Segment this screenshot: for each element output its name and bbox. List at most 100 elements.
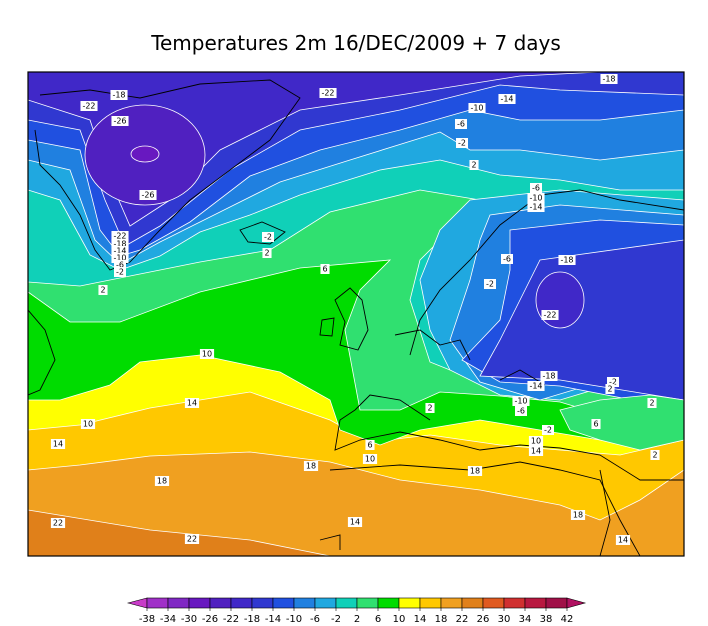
contour-label-text: -2 xyxy=(544,426,552,435)
contour-label: 2 xyxy=(469,160,479,170)
contour-label-text: -18 xyxy=(112,91,125,100)
contour-label: 18 xyxy=(467,466,483,476)
contour-label-text: 2 xyxy=(649,399,654,408)
colorbar-tick-label: -10 xyxy=(286,614,302,625)
contour-label: -2 xyxy=(114,267,126,277)
colorbar-swatch xyxy=(440,597,463,609)
contour-label-text: 14 xyxy=(53,440,63,449)
contour-label-text: -14 xyxy=(529,382,542,391)
contour-label-box xyxy=(600,74,618,84)
contour-label-box xyxy=(484,279,496,289)
contour-label: 22 xyxy=(184,534,200,544)
contour-label-text: -2 xyxy=(264,233,272,242)
contour-label: -26 xyxy=(111,116,129,126)
contour-label: -22 xyxy=(80,101,98,111)
colorbar-tick-label: -38 xyxy=(139,614,155,625)
contour-label-box xyxy=(262,232,274,242)
contour-label-text: 18 xyxy=(306,462,316,471)
contour-label: 6 xyxy=(365,440,375,450)
contour-label-box xyxy=(527,202,545,212)
contour-label-text: 18 xyxy=(573,511,583,520)
contour-label-text: 10 xyxy=(531,437,541,446)
contour-label-text: -6 xyxy=(457,120,465,129)
contour-label-text: 14 xyxy=(350,518,360,527)
contour-label: 2 xyxy=(98,285,108,295)
colorbar-swatch xyxy=(356,597,379,609)
colorbar-tick-label: -22 xyxy=(223,614,239,625)
contour-label: -2 xyxy=(456,138,468,148)
contour-label-box xyxy=(320,264,330,274)
contour-label-box xyxy=(98,285,108,295)
contour-label: 14 xyxy=(184,398,200,408)
contour-label-box xyxy=(540,371,558,381)
contour-label-box xyxy=(50,439,66,449)
contour-label-box xyxy=(50,518,66,528)
contour-label: -10 xyxy=(527,193,545,203)
contour-label: -10 xyxy=(111,253,129,263)
contour-label: 10 xyxy=(362,454,378,464)
contour-label-box xyxy=(469,160,479,170)
temperature-field xyxy=(28,72,684,556)
colorbar-tick-label: -14 xyxy=(265,614,281,625)
contour-label: -10 xyxy=(512,396,530,406)
colorbar-end xyxy=(566,597,587,609)
contour-label: -2 xyxy=(607,377,619,387)
contour-label-box xyxy=(111,239,129,249)
contour-label-text: 2 xyxy=(427,404,432,413)
contour-label-text: -2 xyxy=(116,268,124,277)
contour-label-box xyxy=(605,384,615,394)
contour-label-text: -18 xyxy=(560,256,573,265)
contour-label-text: -22 xyxy=(543,311,556,320)
contour-label: 2 xyxy=(650,450,660,460)
contour-label-box xyxy=(542,425,554,435)
contour-label-box xyxy=(111,253,129,263)
coastline xyxy=(329,189,684,556)
contour-label-box xyxy=(262,248,272,258)
contour-label-box xyxy=(528,436,544,446)
colorbar-swatch xyxy=(398,597,421,609)
contour-label: -14 xyxy=(527,381,545,391)
contour-label: 14 xyxy=(615,535,631,545)
contour-label: -14 xyxy=(111,246,129,256)
colorbar-swatch xyxy=(293,597,316,609)
colorbar-swatch xyxy=(209,597,232,609)
colorbar-tick-label: 34 xyxy=(519,614,532,625)
contour-label: -22 xyxy=(319,88,337,98)
contour-label: -6 xyxy=(114,260,126,270)
colorbar-swatch xyxy=(188,597,211,609)
colorbar-tick-label: -6 xyxy=(310,614,320,625)
colorbar-swatch xyxy=(419,597,442,609)
contour-label-text: 14 xyxy=(531,447,541,456)
colorbar-tick-label: -30 xyxy=(181,614,197,625)
contour-label-text: 6 xyxy=(322,265,327,274)
contour-label-box xyxy=(498,94,516,104)
colorbar-tick-label: -26 xyxy=(202,614,218,625)
contour-label-box xyxy=(184,534,200,544)
contour-label-text: 10 xyxy=(83,420,93,429)
colorbar-tick-label: 42 xyxy=(561,614,574,625)
contour-label: 6 xyxy=(591,419,601,429)
colorbar-swatch xyxy=(461,597,484,609)
contour-label-box xyxy=(347,517,363,527)
contour-label: 18 xyxy=(154,476,170,486)
coastline xyxy=(28,309,56,396)
contour-label: -6 xyxy=(515,406,527,416)
contour-label-text: -18 xyxy=(602,75,615,84)
contour-label-text: -18 xyxy=(113,240,126,249)
contour-label-text: -18 xyxy=(542,372,555,381)
colorbar-swatch xyxy=(524,597,547,609)
contour-label: -18 xyxy=(540,371,558,381)
contour-label: 18 xyxy=(570,510,586,520)
contour-label-text: -10 xyxy=(529,194,542,203)
contour-label: 2 xyxy=(647,398,657,408)
contour-label: -14 xyxy=(498,94,516,104)
map-title: Temperatures 2m 16/DEC/2009 + 7 days xyxy=(150,31,561,55)
band xyxy=(130,145,160,163)
contour-label: 6 xyxy=(320,264,330,274)
colorbar-swatch xyxy=(230,597,253,609)
contour-label: 18 xyxy=(303,461,319,471)
contour-label-box xyxy=(541,310,559,320)
contour-label: -6 xyxy=(530,183,542,193)
contour-label-text: 10 xyxy=(365,455,375,464)
contour-label-text: -6 xyxy=(116,261,124,270)
